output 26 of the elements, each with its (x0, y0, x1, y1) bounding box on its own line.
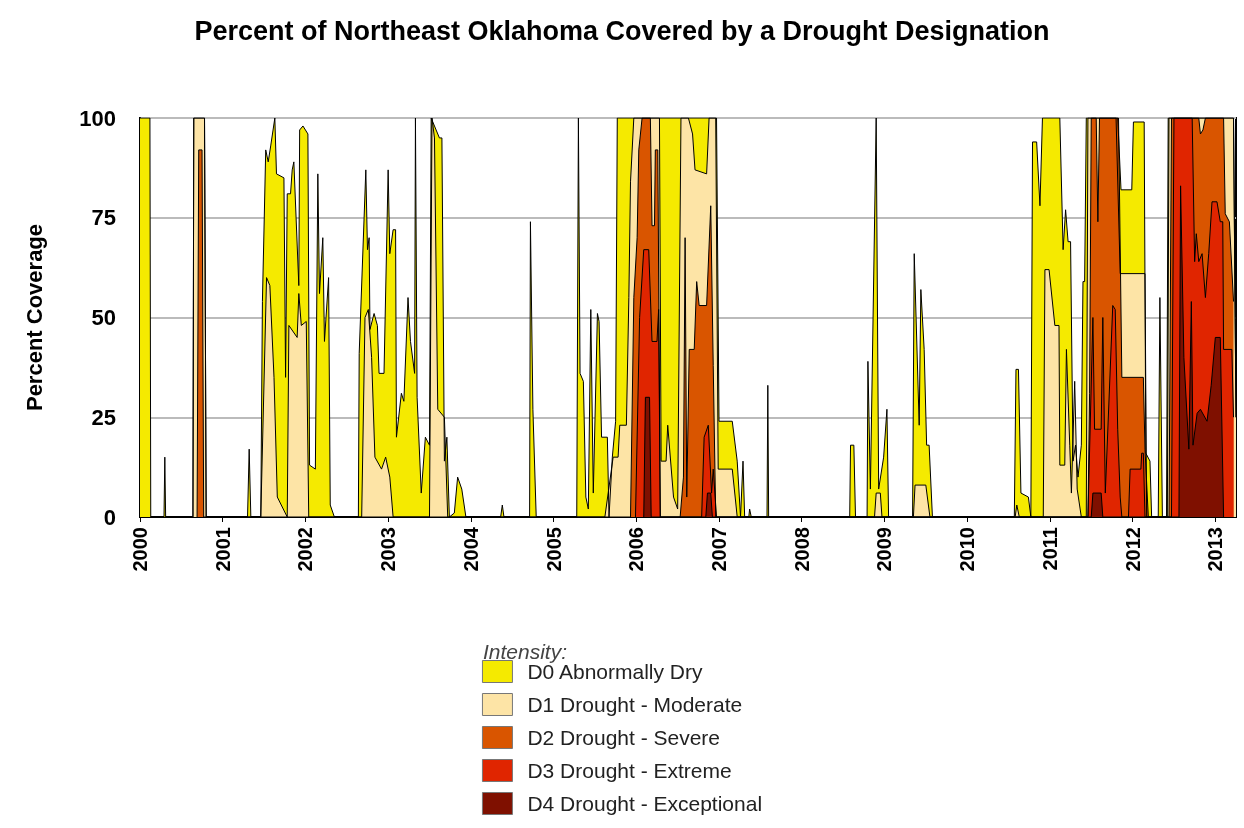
y-tick-label: 100 (79, 105, 116, 131)
x-tick-label: 2012 (1121, 527, 1144, 572)
y-tick-label: 0 (103, 504, 116, 530)
legend-label: D1 Drought - Moderate (527, 693, 743, 716)
x-tick-label: 2009 (873, 527, 896, 572)
y-tick-label: 50 (91, 305, 116, 330)
x-tick-label: 2007 (708, 527, 731, 572)
x-tick-label: 2003 (377, 527, 400, 572)
y-tick-label: 25 (91, 404, 116, 430)
x-tick-label: 2011 (1038, 527, 1061, 571)
x-tick-label: 2004 (459, 526, 482, 572)
chart-title: Percent of Northeast Oklahoma Covered by a Drought Designation (194, 16, 1050, 46)
legend-label: D3 Drought - Extreme (527, 759, 732, 782)
legend-label: D2 Drought - Severe (527, 726, 721, 749)
x-tick-label: 2013 (1204, 527, 1227, 572)
x-tick-label: 2002 (294, 527, 317, 572)
x-tick-label: 2000 (129, 527, 151, 572)
x-tick-label: 2010 (956, 527, 979, 572)
x-tick-label: 2001 (211, 527, 234, 572)
x-tick-label: 2008 (790, 527, 813, 572)
legend-label: D4 Drought - Exceptional (527, 792, 763, 815)
legend-title: Intensity: (483, 640, 568, 663)
x-tick-label: 2006 (625, 527, 648, 572)
y-axis-title: Percent Coverage (21, 223, 47, 412)
x-tick-label: 2005 (542, 527, 565, 572)
y-tick-label: 75 (91, 205, 116, 231)
